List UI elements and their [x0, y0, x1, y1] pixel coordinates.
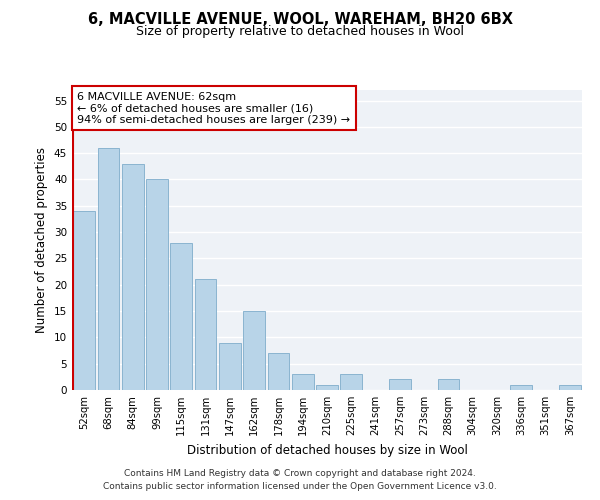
Bar: [146, 180, 168, 390]
Bar: [194, 280, 217, 390]
Text: Contains HM Land Registry data © Crown copyright and database right 2024.: Contains HM Land Registry data © Crown c…: [124, 468, 476, 477]
Bar: [389, 380, 411, 390]
X-axis label: Distribution of detached houses by size in Wool: Distribution of detached houses by size …: [187, 444, 467, 456]
Text: Contains public sector information licensed under the Open Government Licence v3: Contains public sector information licen…: [103, 482, 497, 491]
Bar: [122, 164, 143, 390]
Bar: [219, 342, 241, 390]
Text: 6 MACVILLE AVENUE: 62sqm
← 6% of detached houses are smaller (16)
94% of semi-de: 6 MACVILLE AVENUE: 62sqm ← 6% of detache…: [77, 92, 350, 124]
Bar: [268, 353, 289, 390]
Bar: [340, 374, 362, 390]
Bar: [170, 242, 192, 390]
Bar: [292, 374, 314, 390]
Bar: [243, 311, 265, 390]
Y-axis label: Number of detached properties: Number of detached properties: [35, 147, 49, 333]
Bar: [437, 380, 460, 390]
Text: 6, MACVILLE AVENUE, WOOL, WAREHAM, BH20 6BX: 6, MACVILLE AVENUE, WOOL, WAREHAM, BH20 …: [88, 12, 512, 28]
Text: Size of property relative to detached houses in Wool: Size of property relative to detached ho…: [136, 25, 464, 38]
Bar: [316, 384, 338, 390]
Bar: [73, 211, 95, 390]
Bar: [97, 148, 119, 390]
Bar: [511, 384, 532, 390]
Bar: [559, 384, 581, 390]
